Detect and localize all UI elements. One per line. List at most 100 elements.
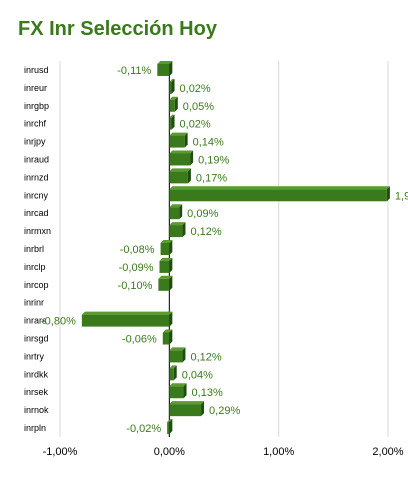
bar-side bbox=[169, 419, 173, 435]
value-label: -0,02% bbox=[126, 423, 161, 435]
bar-top bbox=[167, 419, 173, 423]
value-label: 0,04% bbox=[182, 369, 213, 381]
bar-top bbox=[169, 114, 175, 118]
category-label: inrusd bbox=[24, 65, 49, 75]
bar-side bbox=[169, 257, 173, 273]
bar bbox=[157, 63, 170, 76]
bar-top bbox=[160, 240, 173, 243]
value-label: 0,02% bbox=[180, 83, 211, 95]
bar bbox=[160, 243, 170, 255]
bar bbox=[169, 189, 387, 202]
bar-top bbox=[169, 365, 177, 369]
bar bbox=[169, 225, 183, 238]
bar-top bbox=[157, 60, 173, 64]
category-label: inrcad bbox=[24, 208, 49, 218]
bar-top bbox=[169, 401, 205, 405]
bar-side bbox=[173, 365, 177, 381]
bar-top bbox=[169, 186, 390, 190]
x-tick-label: 1,00% bbox=[263, 446, 294, 458]
bar-side bbox=[179, 204, 183, 220]
category-label: inrbrl bbox=[24, 244, 44, 254]
bar-side bbox=[187, 168, 191, 184]
category-label: inrchf bbox=[24, 119, 47, 129]
value-label: 0,13% bbox=[192, 387, 223, 399]
value-label: 0,02% bbox=[180, 119, 211, 131]
value-label: 0,19% bbox=[198, 154, 229, 166]
bar-top bbox=[159, 257, 173, 261]
category-label: inrars bbox=[24, 316, 47, 326]
value-label: 0,05% bbox=[183, 101, 214, 113]
value-label: 0,12% bbox=[190, 226, 221, 238]
bar-side bbox=[182, 222, 186, 238]
value-label: -0,08% bbox=[120, 244, 155, 256]
x-tick-label: -1,00% bbox=[43, 446, 78, 458]
value-label: 0,14% bbox=[193, 137, 224, 149]
category-label: inrgbp bbox=[24, 101, 49, 111]
bar bbox=[169, 207, 180, 220]
bar-top bbox=[169, 132, 188, 136]
bar-side bbox=[190, 150, 194, 166]
value-label: 0,09% bbox=[187, 208, 218, 220]
value-label: 1,9 bbox=[395, 190, 408, 202]
bar-top bbox=[169, 150, 194, 154]
bar bbox=[169, 386, 184, 399]
category-label: inrcny bbox=[24, 190, 49, 200]
category-label: inrjpy bbox=[24, 137, 46, 147]
bar-top bbox=[169, 347, 186, 351]
bar-side bbox=[386, 186, 390, 202]
bar-top bbox=[162, 329, 173, 333]
bar-top bbox=[169, 204, 183, 208]
bar bbox=[169, 99, 175, 112]
bar bbox=[169, 404, 202, 417]
bar-top bbox=[169, 168, 191, 172]
value-label: -0,06% bbox=[122, 334, 157, 346]
category-label: inrclp bbox=[24, 262, 46, 272]
bar bbox=[169, 153, 191, 166]
bar bbox=[158, 278, 170, 291]
value-label: -0,10% bbox=[118, 280, 153, 292]
bar-side bbox=[169, 240, 173, 255]
chart-title: FX Inr Selección Hoy bbox=[18, 18, 217, 40]
bar bbox=[159, 260, 170, 273]
bar-top bbox=[169, 383, 187, 387]
x-tick-label: 2,00% bbox=[372, 446, 403, 458]
bar-side bbox=[171, 114, 175, 130]
bar bbox=[169, 135, 185, 148]
bar-top bbox=[169, 222, 186, 226]
bar-side bbox=[183, 383, 187, 399]
bar bbox=[169, 368, 174, 381]
bar bbox=[169, 350, 183, 363]
category-label: inraud bbox=[24, 154, 49, 164]
category-label: inreur bbox=[24, 83, 47, 93]
category-label: inrsgd bbox=[24, 334, 49, 344]
bar bbox=[169, 171, 188, 184]
bar bbox=[81, 314, 170, 327]
category-label: inrnzd bbox=[24, 172, 49, 182]
value-label: 0,17% bbox=[196, 172, 227, 184]
x-tick-label: 0,00% bbox=[154, 446, 185, 458]
category-label: inrinr bbox=[24, 298, 44, 308]
value-label: 0,12% bbox=[190, 351, 221, 363]
category-label: inrdkk bbox=[24, 369, 49, 379]
bar-top bbox=[158, 275, 173, 279]
bar-side bbox=[174, 96, 178, 112]
bar bbox=[169, 81, 172, 94]
bar-side bbox=[169, 60, 173, 76]
bar-side bbox=[201, 401, 205, 417]
bar-side bbox=[169, 311, 173, 327]
bar bbox=[167, 422, 170, 435]
bar bbox=[162, 332, 170, 345]
bar-side bbox=[171, 78, 175, 94]
bar-top bbox=[169, 96, 178, 100]
bar-side bbox=[169, 275, 173, 291]
category-label: inrcop bbox=[24, 280, 49, 290]
category-label: inrtry bbox=[24, 351, 44, 361]
category-label: inrnok bbox=[24, 405, 49, 415]
category-label: inrpln bbox=[24, 423, 46, 433]
value-label: -0,09% bbox=[119, 262, 154, 274]
bar-top bbox=[169, 78, 175, 82]
bar-side bbox=[182, 347, 186, 363]
bar-side bbox=[184, 132, 188, 148]
value-label: 0,29% bbox=[209, 405, 240, 417]
